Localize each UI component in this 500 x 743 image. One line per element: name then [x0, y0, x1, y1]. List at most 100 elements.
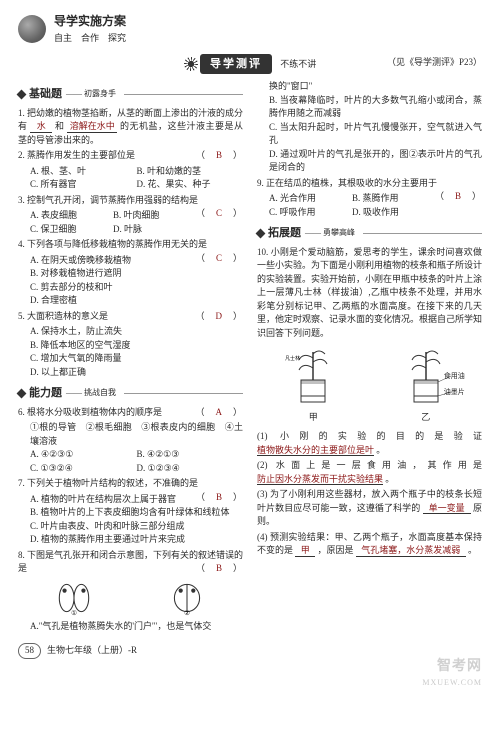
q9-answer: （ B ） — [435, 190, 482, 204]
q2-answer: （ B ） — [196, 149, 243, 163]
question-2: 2. 蒸腾作用发生的主要部位是 （ B ） — [18, 149, 243, 163]
section-banner: 导学测评 不练不讲 （见《导学测评》P23） — [18, 54, 482, 75]
q5-options: A. 保持水土，防止流失 B. 降低本地区的空气湿度 C. 增加大气氧的降雨量 … — [18, 325, 243, 379]
q8-opt-c: C. 当太阳升起时，叶片气孔慢慢张开，空气就进入气孔 — [257, 121, 482, 148]
header-logo-icon — [18, 15, 46, 43]
label-mark: 油墨片 — [444, 387, 474, 398]
q7-text: 7. 下列关于植物叶片结构的叙述，不准确的是 — [18, 478, 198, 488]
q5-text: 5. 大面积造林的意义是 — [18, 311, 108, 321]
q7-opt-c: C. 叶片由表皮、叶肉和叶脉三部分组成 — [18, 520, 243, 534]
question-3: 3. 控制气孔开闭，调节蒸腾作用强弱的结构是 （ C ） — [18, 194, 243, 208]
q8-figures: ① ② — [18, 580, 243, 616]
diamond-icon — [256, 228, 266, 238]
q2-opt-c: C. 所有器官 — [30, 178, 137, 192]
q10-1-tail: 。 — [376, 445, 385, 455]
q2-text: 2. 蒸腾作用发生的主要部位是 — [18, 150, 135, 160]
q4-opt-b: B. 对移栽植物进行遮阴 — [30, 267, 196, 281]
q4-answer: （ C ） — [196, 252, 243, 266]
question-1: 1. 把幼嫩的植物茎掐断，从茎的断面上渗出的汁液的成分有 水 和 溶解在水中 的… — [18, 107, 243, 148]
svg-text:②: ② — [184, 609, 190, 615]
q4-opt-c: C. 剪去部分的枝和叶 — [30, 281, 196, 295]
diamond-icon — [17, 388, 27, 398]
q1-mid: 和 — [55, 121, 65, 131]
q6-opt-c: C. ①③②④ — [30, 462, 137, 476]
q10-2-tail: 。 — [385, 474, 394, 484]
q6-opt-a: A. ④②③① — [30, 448, 137, 462]
q10-sub1: (1) 小刚的实验的目的是验证 植物散失水分的主要部位是叶 。 — [257, 430, 482, 457]
q8-opt-d: D. 通过观叶片的气孔是张开的，图②表示叶片的气孔是闭合的 — [257, 148, 482, 175]
header-subtitle: 自主 合作 探究 — [54, 32, 126, 46]
category-extension: 拓展题 —— 勇攀高峰 — [257, 225, 482, 242]
q2-opt-a: A. 根、茎、叶 — [30, 165, 137, 179]
q6-items: ①根的导管 ②根毛细胞 ③根表皮内的细胞 ④土壤溶液 — [18, 421, 243, 448]
watermark: 智考网 — [437, 656, 482, 677]
q3-answer: （ C ） — [196, 207, 243, 221]
question-6: 6. 根将水分吸收到植物体内的顺序是 （ A ） — [18, 406, 243, 420]
q1-blank1: 水 — [30, 122, 52, 133]
q10-2-text: (2) 水面上是一层食用油，其作用是 — [257, 460, 482, 470]
page-footer: 58 生物七年级（上册）-R — [18, 643, 482, 659]
q9-opt-b: B. 蒸腾作用 — [352, 192, 435, 206]
q7-opt-b: B. 植物叶片的上下表皮细胞均含有叶绿体和线粒体 — [18, 506, 243, 520]
q9-opt-c: C. 呼吸作用 — [269, 206, 352, 220]
cat-line — [124, 393, 243, 394]
q5-answer: （ D ） — [195, 310, 243, 324]
question-7: 7. 下列关于植物叶片结构的叙述，不准确的是 （ B ） — [18, 477, 243, 491]
diagram-jia: 凡士林 甲 — [283, 346, 343, 424]
q8-opt-a: A."气孔是植物蒸腾失水的'门户'"，也是气体交 — [18, 620, 243, 634]
category-basic: 基础题 —— 初露身手 — [18, 86, 243, 103]
q6-text: 6. 根将水分吸收到植物体内的顺序是 — [18, 407, 162, 417]
question-9: 9. 正在结瓜的植株，其根吸收的水分主要用于 （ B ） — [257, 177, 482, 191]
q6-opt-b: B. ④②①③ — [137, 448, 244, 462]
q4-opt-a: A. 在阴天或傍晚移栽植物 — [30, 254, 196, 268]
q5-opt-c: C. 增加大气氧的降雨量 — [30, 352, 243, 366]
q2-opt-d: D. 花、果实、种子 — [137, 178, 244, 192]
q5-opt-a: A. 保持水土，防止流失 — [30, 325, 243, 339]
category-skill: 能力题 —— 挑战自我 — [18, 385, 243, 402]
diamond-icon — [17, 89, 27, 99]
banner-note: 不练不讲 — [280, 59, 316, 69]
cat-line — [363, 233, 482, 234]
q10-4-mid: ，原因是 — [318, 545, 354, 555]
q5-opt-d: D. 以上都正确 — [30, 366, 243, 380]
q7-answer: （ B ） — [196, 491, 243, 505]
q3-opt-b: B. 叶肉细胞 — [113, 209, 196, 223]
q10-sub3: (3) 为了小刚利用这些器材，放入两个瓶子中的枝条长短叶片数目应尽可能一致，这遵… — [257, 488, 482, 529]
q10-diagram-row: 凡士林 甲 食用油 油墨片 乙 — [257, 346, 482, 424]
q10-sub2: (2) 水面上是一层食用油，其作用是 防止因水分蒸发而干扰实验结果 。 — [257, 459, 482, 486]
cat-line — [124, 94, 243, 95]
cat-skill-sub: —— 挑战自我 — [66, 387, 116, 399]
question-5: 5. 大面积造林的意义是 （ D ） — [18, 310, 243, 324]
q6-opt-d: D. ①②③④ — [137, 462, 244, 476]
q8-opt-b: B. 当夜幕降临时，叶片的大多数气孔缩小或闭合，蒸腾作用随之而减弱 — [257, 94, 482, 121]
cat-skill-name: 能力题 — [29, 385, 62, 402]
page-header: 导学实施方案 自主 合作 探究 — [18, 12, 482, 46]
q9-opt-a: A. 光合作用 — [269, 192, 352, 206]
q4-opt-d: D. 合理密植 — [30, 294, 196, 308]
question-4: 4. 下列各项与降低移栽植物的蒸腾作用无关的是 （ C ） — [18, 238, 243, 252]
q10-sub4: (4) 预测实验结果：甲、乙两个瓶子，水面高度基本保持不变的是 甲 ，原因是 气… — [257, 531, 482, 558]
q7-opt-d: D. 植物的蒸腾作用主要通过叶片来完成 — [18, 533, 243, 547]
cat-basic-sub: —— 初露身手 — [66, 88, 116, 100]
stomata-open-icon: ① — [53, 580, 95, 616]
q2-opt-b: B. 叶和幼嫩的茎 — [137, 165, 244, 179]
page-number: 58 — [18, 643, 41, 659]
q3-opt-c: C. 保卫细胞 — [30, 223, 113, 237]
banner-ref: （见《导学测评》P23） — [387, 56, 482, 70]
q10-4-ans2: 气孔堵塞，水分蒸发减弱 — [356, 546, 466, 557]
right-column: 换的"窗口" B. 当夜幕降临时，叶片的大多数气孔缩小或闭合，蒸腾作用随之而减弱… — [257, 80, 482, 633]
label-oil: 食用油 — [444, 371, 474, 382]
question-8: 8. 下图是气孔张开和闭合示意图，下列有关的叙述错误的是 （ B ） — [18, 549, 243, 576]
q5-opt-b: B. 降低本地区的空气湿度 — [30, 339, 243, 353]
q4-options: A. 在阴天或傍晚移栽植物 B. 对移栽植物进行遮阴 C. 剪去部分的枝和叶 D… — [18, 254, 196, 308]
banner-title: 导学测评 — [200, 54, 272, 75]
header-title: 导学实施方案 — [54, 12, 126, 30]
q10-1-text: (1) 小刚的实验的目的是验证 — [257, 431, 482, 441]
q6-options: A. ④②③① B. ④②①③ C. ①③②④ D. ①②③④ — [18, 448, 243, 475]
q3-opt-a: A. 表皮细胞 — [30, 209, 113, 223]
q3-text: 3. 控制气孔开闭，调节蒸腾作用强弱的结构是 — [18, 195, 198, 205]
diagram-yi: 食用油 油墨片 乙 — [396, 346, 456, 424]
svg-text:凡士林: 凡士林 — [285, 355, 300, 362]
caption-yi: 乙 — [396, 411, 456, 425]
plant-jia-icon: 凡士林 — [283, 346, 343, 406]
